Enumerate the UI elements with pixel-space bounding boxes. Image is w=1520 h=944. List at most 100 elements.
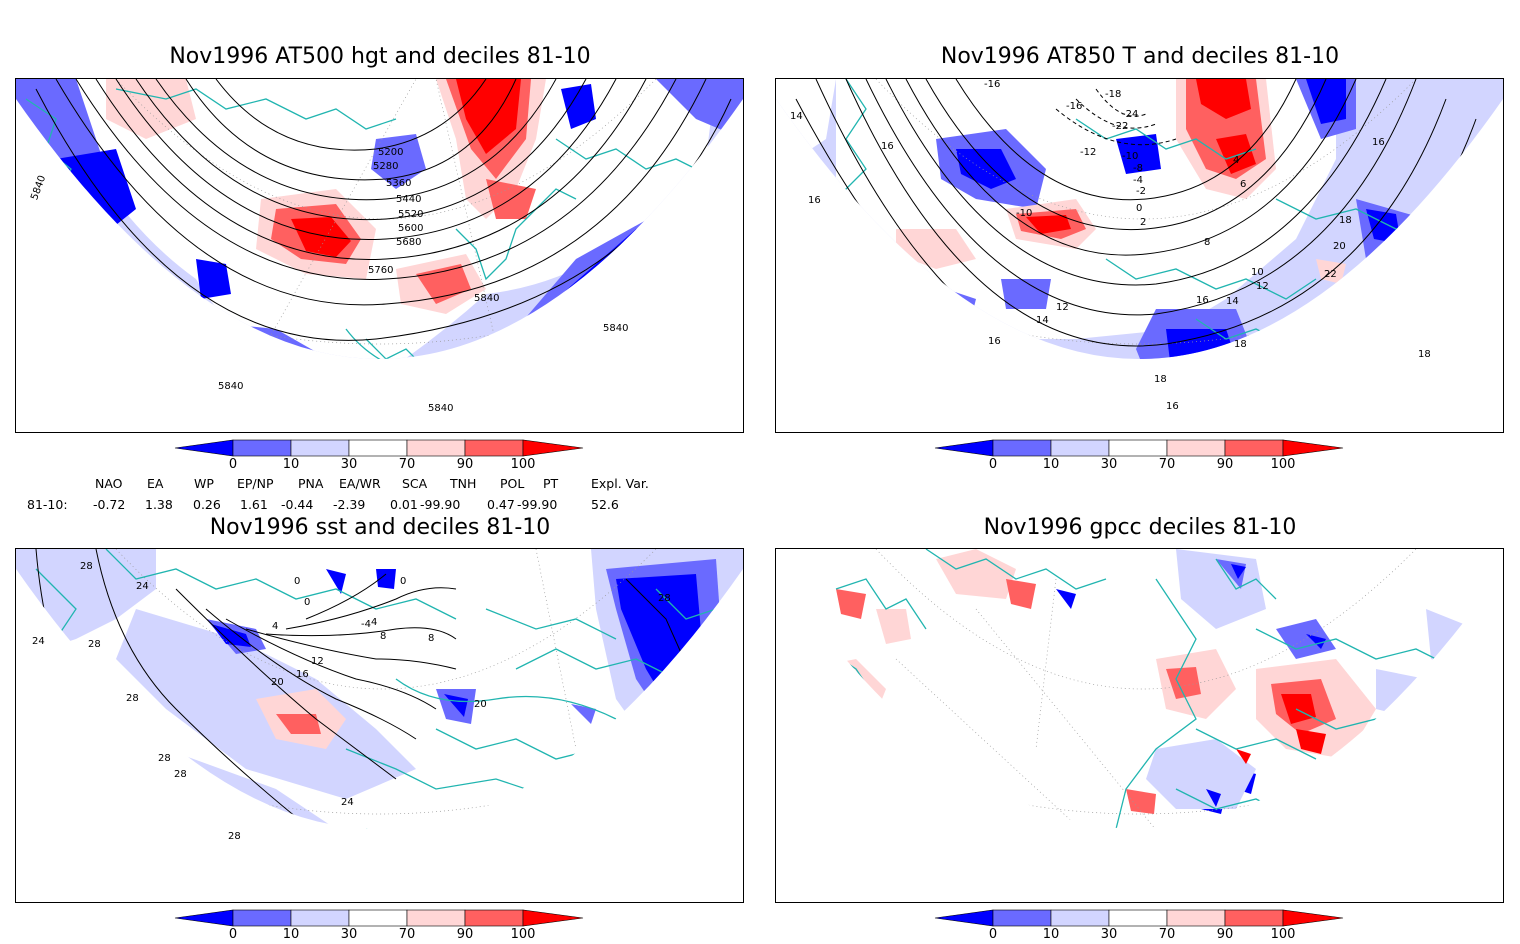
- map-t850: -16 -18 -16 -24 -22 -12 -10 -8 -4 -2 14 …: [775, 78, 1504, 433]
- colorbar-tick-label: 30: [340, 927, 358, 942]
- index-value: -0.72: [93, 497, 126, 512]
- index-header: NAO: [95, 476, 123, 491]
- contour-label: 28: [88, 639, 101, 650]
- colorbar-tick-label: 10: [282, 927, 300, 942]
- contour-label: -2: [1136, 186, 1146, 197]
- panel-title-gpcc: Nov1996 gpcc deciles 81-10: [983, 515, 1297, 540]
- panel-title-hgt500: Nov1996 AT500 hgt and deciles 81-10: [169, 44, 591, 69]
- colorbar-tick-label: 70: [1158, 927, 1176, 942]
- contour-label: 8: [428, 633, 434, 644]
- contour-label: 20: [1333, 241, 1346, 252]
- contour-label: 12: [311, 656, 324, 667]
- colorbar-tick-label: 30: [340, 457, 358, 472]
- contour-label: -4: [1133, 175, 1143, 186]
- index-value: 1.38: [145, 497, 173, 512]
- index-header: EP/NP: [237, 476, 274, 491]
- contour-label: 8: [380, 631, 386, 642]
- colorbar-tick-label: 100: [1270, 457, 1296, 472]
- contour-label: 5760: [368, 265, 393, 276]
- index-value: 52.6: [591, 497, 619, 512]
- colorbar-tick-label: 0: [228, 457, 238, 472]
- contour-label: 5360: [386, 178, 411, 189]
- contour-label: 18: [1234, 339, 1247, 350]
- index-header: POL: [500, 476, 525, 491]
- index-header: WP: [194, 476, 214, 491]
- contour-label: -8: [1133, 163, 1143, 174]
- contour-label: 5280: [373, 161, 398, 172]
- contour-label: 28: [126, 693, 139, 704]
- index-header: EA/WR: [339, 476, 381, 491]
- contour-label: 8: [1204, 237, 1210, 248]
- contour-label: -18: [1105, 89, 1121, 100]
- index-value: -99.90: [420, 497, 461, 512]
- contour-label: -12: [1080, 147, 1096, 158]
- index-header: EA: [147, 476, 164, 491]
- index-value: 1.61: [240, 497, 268, 512]
- contour-label: 2: [1140, 217, 1146, 228]
- contour-label: 0: [294, 576, 300, 587]
- index-value: -0.44: [281, 497, 314, 512]
- index-header: Expl. Var.: [591, 476, 649, 491]
- contour-label: 16: [988, 336, 1001, 347]
- colorbar-tick-label: 30: [1100, 927, 1118, 942]
- contour-label: 16: [881, 141, 894, 152]
- contour-label: 28: [658, 593, 671, 604]
- contour-label: -4: [361, 619, 371, 630]
- contour-label: 14: [1226, 296, 1239, 307]
- contour-label: 18: [1154, 374, 1167, 385]
- contour-label: -24: [1122, 109, 1138, 120]
- map-gpcc: [775, 548, 1504, 903]
- map-sst: 28 24 24 28 28 28 0 0 0 4 4 8 8 12 16 20…: [15, 548, 744, 903]
- colorbar-tick-label: 90: [1216, 927, 1234, 942]
- contour-label: 16: [1166, 401, 1179, 412]
- contour-label: 4: [1233, 155, 1239, 166]
- panel-title-sst: Nov1996 sst and deciles 81-10: [209, 515, 551, 540]
- index-value: 0.47: [487, 497, 515, 512]
- colorbar-tick-label: 10: [1042, 457, 1060, 472]
- contour-label: 20: [474, 699, 487, 710]
- contour-label: 16: [1196, 295, 1209, 306]
- colorbar-tick-label: 100: [510, 927, 536, 942]
- colorbar-tick-label: 70: [398, 927, 416, 942]
- contour-label: 28: [158, 753, 171, 764]
- contour-label: 5840: [29, 174, 48, 202]
- contour-label: 4: [371, 617, 377, 628]
- colorbar-tick-label: 90: [456, 457, 474, 472]
- panel-title-t850: Nov1996 AT850 T and deciles 81-10: [940, 44, 1340, 69]
- contour-label: 0: [400, 576, 406, 587]
- contour-label: 14: [790, 111, 803, 122]
- contour-label: 5440: [396, 194, 421, 205]
- index-value: -2.39: [333, 497, 366, 512]
- contour-label: 0: [304, 597, 310, 608]
- contour-label: 18: [1339, 215, 1352, 226]
- colorbar-tick-label: 90: [1216, 457, 1234, 472]
- colorbar-tick-label: 0: [228, 927, 238, 942]
- colorbar-hgt500: 0 10 30 70 90 100: [174, 439, 585, 474]
- contour-label: 12: [1256, 281, 1269, 292]
- contour-label: 5840: [474, 293, 499, 304]
- contour-label: 16: [1372, 137, 1385, 148]
- colorbar-tick-label: 10: [1042, 927, 1060, 942]
- index-value: 0.01: [390, 497, 418, 512]
- contour-label: 4: [272, 621, 278, 632]
- contour-label: 14: [1036, 315, 1049, 326]
- index-row-label: 81-10:: [27, 497, 68, 512]
- contour-label: 0: [1136, 203, 1142, 214]
- index-value: -99.90: [517, 497, 558, 512]
- contour-label: 12: [1056, 302, 1069, 313]
- colorbar-tick-label: 30: [1100, 457, 1118, 472]
- index-header: PNA: [298, 476, 324, 491]
- contour-label: -22: [1112, 121, 1128, 132]
- colorbar-gpcc: 0 10 30 70 90 100: [934, 909, 1345, 944]
- contour-label: 24: [341, 797, 354, 808]
- index-header: PT: [543, 476, 559, 491]
- index-header: TNH: [450, 476, 477, 491]
- contour-label: 5200: [378, 147, 403, 158]
- colorbar-sst: 0 10 30 70 90 100: [174, 909, 585, 944]
- index-value: 0.26: [193, 497, 221, 512]
- contour-label: 5840: [428, 403, 453, 414]
- contour-label: 28: [174, 769, 187, 780]
- colorbar-tick-label: 0: [988, 457, 998, 472]
- contour-label: 5600: [398, 223, 423, 234]
- colorbar-tick-label: 100: [510, 457, 536, 472]
